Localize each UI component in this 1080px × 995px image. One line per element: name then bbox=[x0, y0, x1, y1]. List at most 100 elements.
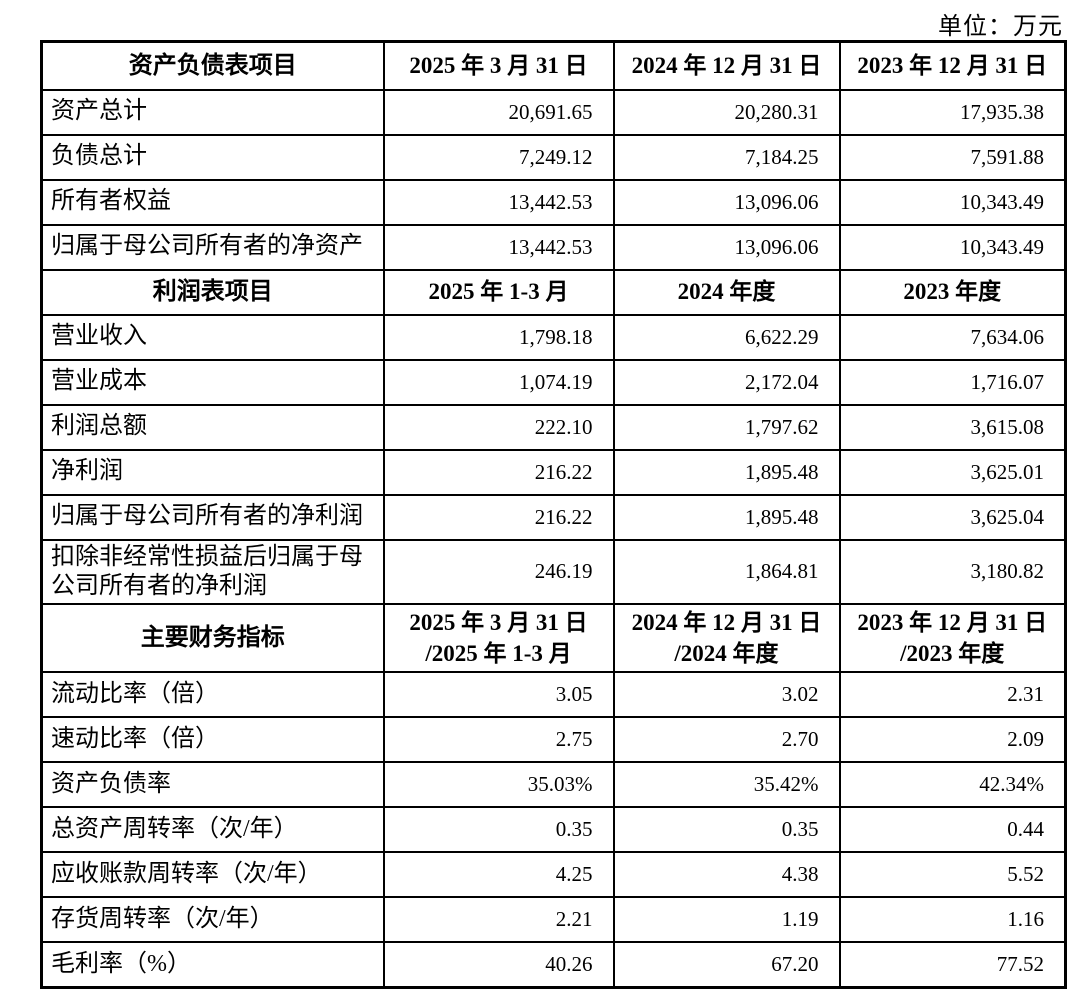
row-label: 利润总额 bbox=[40, 403, 385, 451]
row-label: 应收账款周转率（次/年） bbox=[40, 851, 385, 899]
cell-value: 40.26 bbox=[382, 941, 615, 989]
row-label: 资产负债率 bbox=[40, 761, 385, 809]
table-row: 归属于母公司所有者的净资产 13,442.53 13,096.06 10,343.49 bbox=[40, 223, 1067, 271]
cell-value: 13,442.53 bbox=[382, 178, 615, 226]
cell-value: 1.16 bbox=[838, 896, 1067, 944]
table-row: 营业成本 1,074.19 2,172.04 1,716.07 bbox=[40, 358, 1067, 406]
table-row: 流动比率（倍） 3.05 3.02 2.31 bbox=[40, 671, 1067, 719]
row-label: 速动比率（倍） bbox=[40, 716, 385, 764]
table-row: 净利润 216.22 1,895.48 3,625.01 bbox=[40, 448, 1067, 496]
column-header: 2025 年 3 月 31 日 /2025 年 1-3 月 bbox=[382, 603, 615, 674]
cell-value: 10,343.49 bbox=[838, 223, 1067, 271]
cell-value: 1,895.48 bbox=[612, 448, 841, 496]
cell-value: 1,074.19 bbox=[382, 358, 615, 406]
cell-value: 3.02 bbox=[612, 671, 841, 719]
row-label: 毛利率（%） bbox=[40, 941, 385, 989]
row-label: 净利润 bbox=[40, 448, 385, 496]
section-title: 主要财务指标 bbox=[40, 603, 385, 674]
section-header-row: 利润表项目 2025 年 1-3 月 2024 年度 2023 年度 bbox=[40, 268, 1067, 316]
row-label: 营业收入 bbox=[40, 313, 385, 361]
table-row: 负债总计 7,249.12 7,184.25 7,591.88 bbox=[40, 133, 1067, 181]
cell-value: 3,625.04 bbox=[838, 493, 1067, 541]
cell-value: 3,625.01 bbox=[838, 448, 1067, 496]
cell-value: 0.35 bbox=[382, 806, 615, 854]
cell-value: 2.21 bbox=[382, 896, 615, 944]
column-header: 2025 年 3 月 31 日 bbox=[382, 40, 615, 91]
cell-value: 0.44 bbox=[838, 806, 1067, 854]
financial-table-body: 资产负债表项目 2025 年 3 月 31 日 2024 年 12 月 31 日 20… bbox=[40, 40, 1067, 989]
section-title: 利润表项目 bbox=[40, 268, 385, 316]
row-label: 归属于母公司所有者的净利润 bbox=[40, 493, 385, 541]
column-header: 2023 年 12 月 31 日 /2023 年度 bbox=[838, 603, 1067, 674]
table-row: 总资产周转率（次/年） 0.35 0.35 0.44 bbox=[40, 806, 1067, 854]
row-label: 负债总计 bbox=[40, 133, 385, 181]
cell-value: 7,249.12 bbox=[382, 133, 615, 181]
cell-value: 1,797.62 bbox=[612, 403, 841, 451]
cell-value: 3.05 bbox=[382, 671, 615, 719]
cell-value: 13,442.53 bbox=[382, 223, 615, 271]
column-header: 2024 年度 bbox=[612, 268, 841, 316]
cell-value: 13,096.06 bbox=[612, 223, 841, 271]
table-row: 归属于母公司所有者的净利润 216.22 1,895.48 3,625.04 bbox=[40, 493, 1067, 541]
cell-value: 2.75 bbox=[382, 716, 615, 764]
row-label: 流动比率（倍） bbox=[40, 671, 385, 719]
column-header: 2025 年 1-3 月 bbox=[382, 268, 615, 316]
cell-value: 13,096.06 bbox=[612, 178, 841, 226]
cell-value: 7,591.88 bbox=[838, 133, 1067, 181]
cell-value: 17,935.38 bbox=[838, 88, 1067, 136]
cell-value: 1,716.07 bbox=[838, 358, 1067, 406]
table-row: 应收账款周转率（次/年） 4.25 4.38 5.52 bbox=[40, 851, 1067, 899]
cell-value: 3,615.08 bbox=[838, 403, 1067, 451]
cell-value: 2.70 bbox=[612, 716, 841, 764]
cell-value: 20,691.65 bbox=[382, 88, 615, 136]
cell-value: 10,343.49 bbox=[838, 178, 1067, 226]
cell-value: 6,622.29 bbox=[612, 313, 841, 361]
cell-value: 1,798.18 bbox=[382, 313, 615, 361]
row-label: 所有者权益 bbox=[40, 178, 385, 226]
table-row: 毛利率（%） 40.26 67.20 77.52 bbox=[40, 941, 1067, 989]
cell-value: 42.34% bbox=[838, 761, 1067, 809]
column-header: 2023 年 12 月 31 日 bbox=[838, 40, 1067, 91]
cell-value: 7,184.25 bbox=[612, 133, 841, 181]
table-row: 营业收入 1,798.18 6,622.29 7,634.06 bbox=[40, 313, 1067, 361]
unit-label: 单位：万元 bbox=[938, 14, 1063, 40]
table-row: 所有者权益 13,442.53 13,096.06 10,343.49 bbox=[40, 178, 1067, 226]
row-label: 存货周转率（次/年） bbox=[40, 896, 385, 944]
cell-value: 3,180.82 bbox=[838, 538, 1067, 606]
table-row: 利润总额 222.10 1,797.62 3,615.08 bbox=[40, 403, 1067, 451]
section-title: 资产负债表项目 bbox=[40, 40, 385, 91]
column-header: 2023 年度 bbox=[838, 268, 1067, 316]
row-label: 营业成本 bbox=[40, 358, 385, 406]
row-label: 资产总计 bbox=[40, 88, 385, 136]
row-label: 总资产周转率（次/年） bbox=[40, 806, 385, 854]
cell-value: 35.03% bbox=[382, 761, 615, 809]
table-row: 存货周转率（次/年） 2.21 1.19 1.16 bbox=[40, 896, 1067, 944]
cell-value: 2.31 bbox=[838, 671, 1067, 719]
cell-value: 216.22 bbox=[382, 448, 615, 496]
row-label: 扣除非经常性损益后归属于母公司所有者的净利润 bbox=[40, 538, 385, 606]
column-header: 2024 年 12 月 31 日 /2024 年度 bbox=[612, 603, 841, 674]
cell-value: 35.42% bbox=[612, 761, 841, 809]
financial-summary-table: 资产负债表项目 2025 年 3 月 31 日 2024 年 12 月 31 日 20… bbox=[40, 40, 1067, 989]
cell-value: 222.10 bbox=[382, 403, 615, 451]
cell-value: 67.20 bbox=[612, 941, 841, 989]
cell-value: 0.35 bbox=[612, 806, 841, 854]
cell-value: 7,634.06 bbox=[838, 313, 1067, 361]
table-row: 资产总计 20,691.65 20,280.31 17,935.38 bbox=[40, 88, 1067, 136]
cell-value: 4.38 bbox=[612, 851, 841, 899]
table-row: 资产负债率 35.03% 35.42% 42.34% bbox=[40, 761, 1067, 809]
column-header: 2024 年 12 月 31 日 bbox=[612, 40, 841, 91]
cell-value: 216.22 bbox=[382, 493, 615, 541]
cell-value: 246.19 bbox=[382, 538, 615, 606]
table-row: 扣除非经常性损益后归属于母公司所有者的净利润 246.19 1,864.81 3,18… bbox=[40, 538, 1067, 606]
cell-value: 4.25 bbox=[382, 851, 615, 899]
cell-value: 1,895.48 bbox=[612, 493, 841, 541]
cell-value: 1.19 bbox=[612, 896, 841, 944]
cell-value: 20,280.31 bbox=[612, 88, 841, 136]
cell-value: 1,864.81 bbox=[612, 538, 841, 606]
cell-value: 5.52 bbox=[838, 851, 1067, 899]
table-row: 速动比率（倍） 2.75 2.70 2.09 bbox=[40, 716, 1067, 764]
cell-value: 2,172.04 bbox=[612, 358, 841, 406]
cell-value: 77.52 bbox=[838, 941, 1067, 989]
